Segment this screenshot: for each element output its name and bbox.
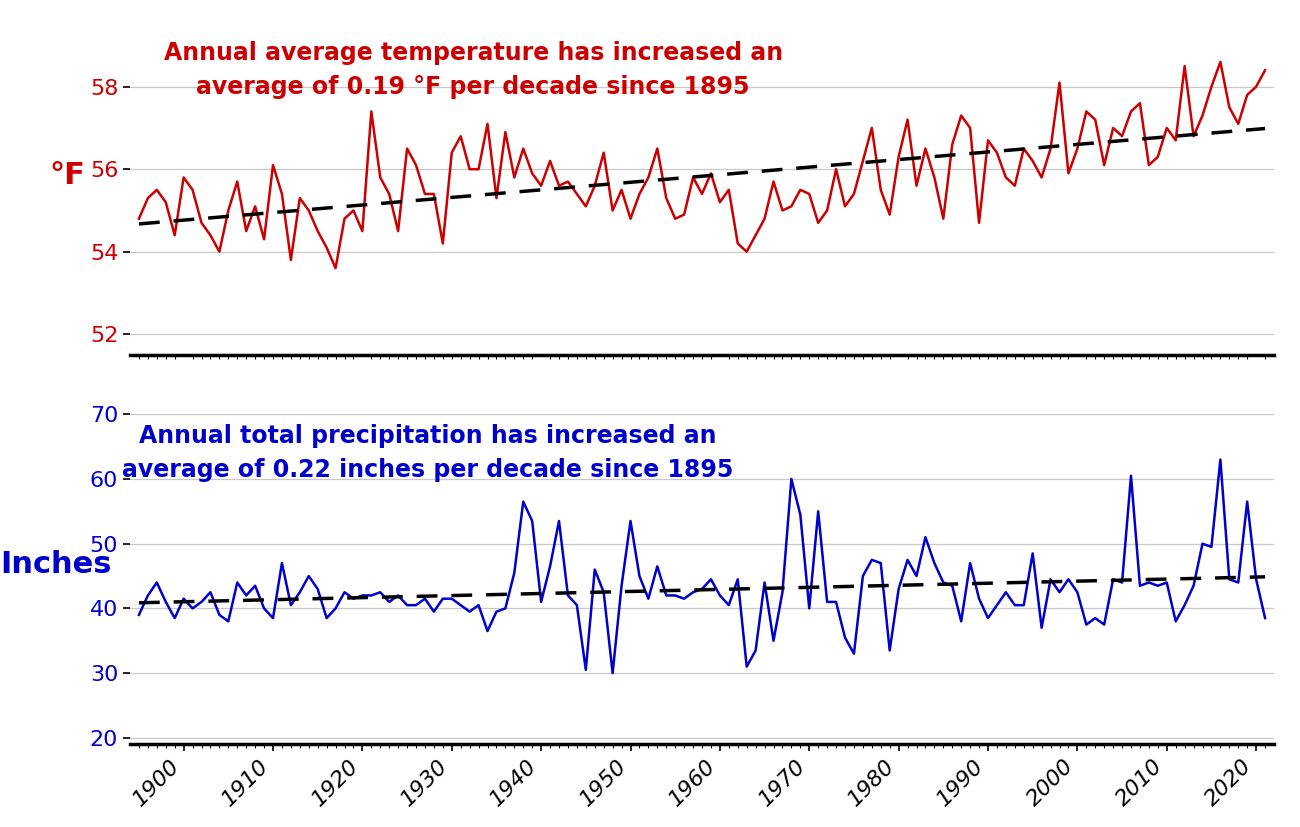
Y-axis label: Inches: Inches <box>0 550 112 579</box>
Text: Annual average temperature has increased an
average of 0.19 °F per decade since : Annual average temperature has increased… <box>164 41 783 98</box>
Y-axis label: °F: °F <box>49 160 84 190</box>
Text: Annual total precipitation has increased an
average of 0.22 inches per decade si: Annual total precipitation has increased… <box>122 424 733 481</box>
